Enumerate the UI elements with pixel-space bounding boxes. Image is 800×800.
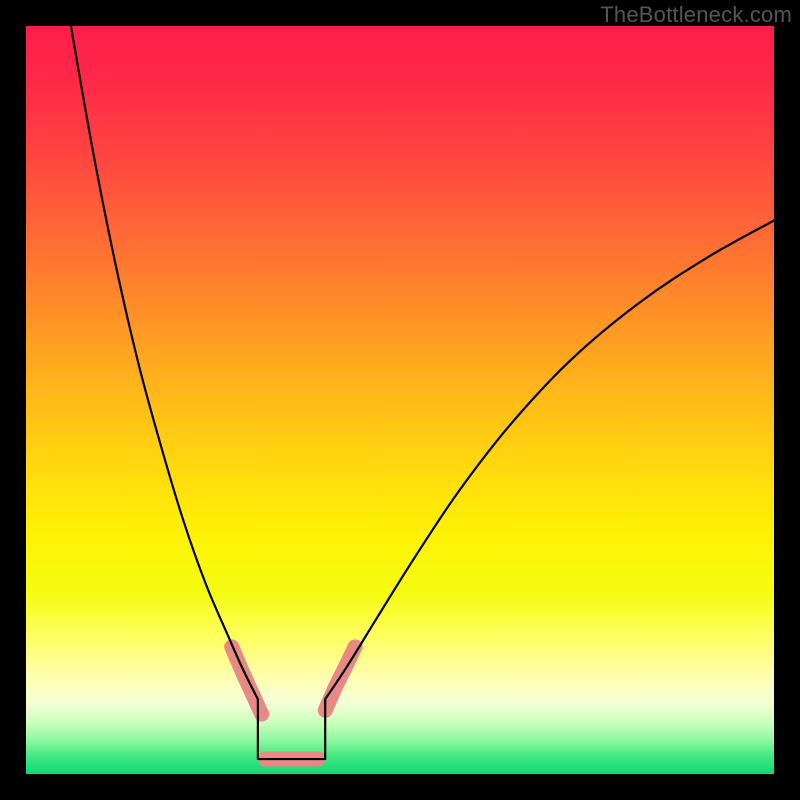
chart-svg [26,26,774,774]
plot-area [26,26,774,774]
gradient-background [26,26,774,774]
watermark-text: TheBottleneck.com [600,2,792,28]
chart-frame: TheBottleneck.com [0,0,800,800]
